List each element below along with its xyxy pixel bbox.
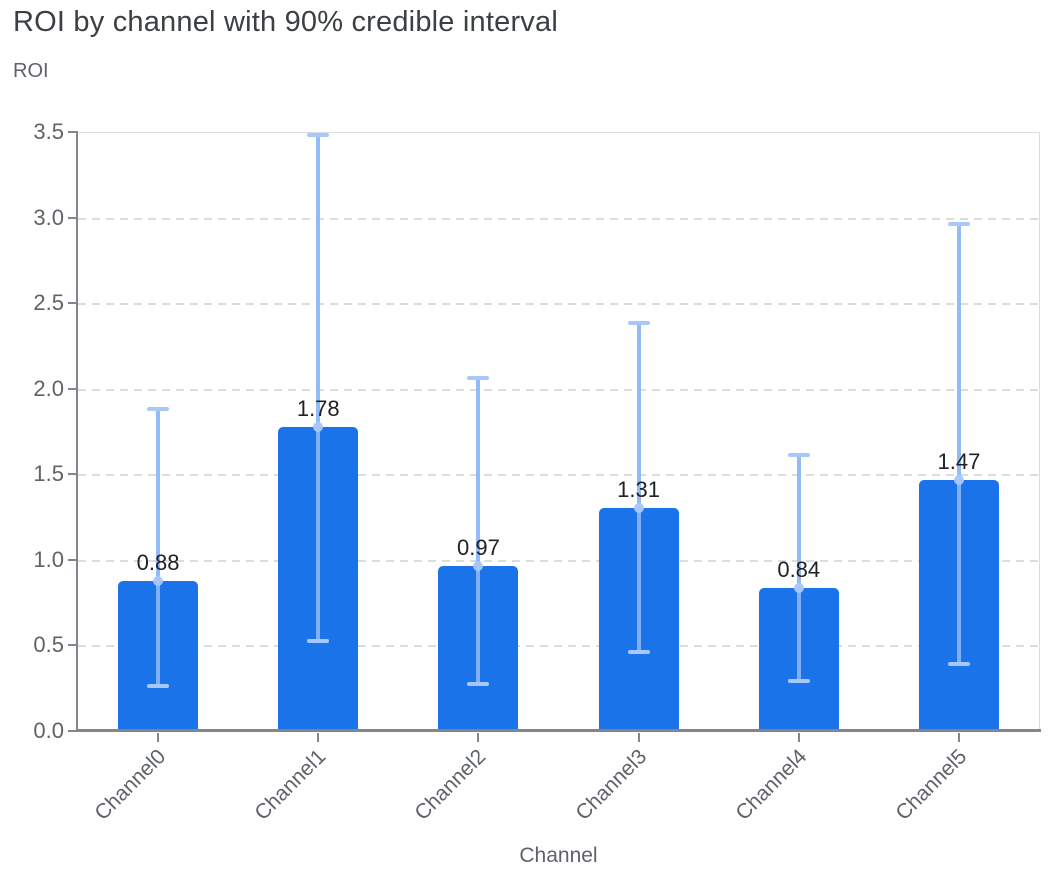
x-tick-mark: [477, 733, 480, 742]
y-tick-mark: [68, 473, 78, 476]
credible-interval-cap-lower: [147, 683, 170, 688]
credible-interval-stem: [956, 223, 961, 664]
x-axis-line: [76, 729, 1041, 732]
credible-interval-cap-lower: [467, 682, 490, 687]
y-tick-mark: [68, 131, 78, 133]
y-tick-mark: [68, 730, 78, 732]
credible-interval-cap-upper: [467, 375, 490, 380]
x-tick-mark: [797, 733, 800, 742]
gridline: [78, 217, 1039, 220]
y-tick-label: 0.5: [33, 632, 64, 658]
credible-interval-stem: [796, 454, 801, 681]
y-axis-line: [76, 132, 78, 732]
y-tick-label: 3.0: [33, 204, 64, 230]
credible-interval-stem: [316, 134, 321, 642]
credible-interval-cap-upper: [307, 132, 330, 137]
mean-dot: [633, 502, 644, 513]
plot-area: 0.88 1.78 0.97 1.31 0.84 1.47: [78, 132, 1040, 732]
y-tick-label: 0.0: [33, 718, 64, 743]
y-tick-mark: [68, 387, 78, 390]
mean-dot: [473, 560, 484, 571]
y-tick-mark: [68, 216, 78, 219]
credible-interval-cap-upper: [947, 221, 970, 226]
mean-dot: [953, 475, 964, 486]
mean-dot: [313, 422, 324, 433]
gridline: [78, 645, 1039, 648]
gridline: [78, 303, 1039, 306]
y-tick-mark: [68, 558, 78, 561]
y-tick-mark: [68, 302, 78, 305]
bar-value-label: 0.88: [136, 550, 180, 576]
mean-dot: [153, 576, 164, 587]
x-tick-mark: [637, 733, 640, 742]
mean-dot: [793, 583, 804, 594]
credible-interval-cap-lower: [627, 649, 650, 654]
credible-interval-cap-lower: [787, 678, 810, 683]
chart-title: ROI by channel with 90% credible interva…: [13, 6, 558, 38]
credible-interval-cap-upper: [787, 452, 810, 457]
gridline: [78, 388, 1039, 391]
bar-value-label: 1.31: [617, 476, 660, 502]
gridline: [78, 474, 1039, 477]
y-tick-label: 1.0: [33, 546, 64, 572]
credible-interval-stem: [476, 377, 481, 685]
y-axis-title: ROI: [13, 60, 49, 82]
bar-value-label: 1.78: [296, 396, 340, 422]
y-tick-label: 3.5: [33, 119, 64, 144]
gridline: [78, 559, 1039, 562]
credible-interval-stem: [156, 408, 161, 686]
bar-value-label: 0.84: [777, 557, 821, 583]
bar-value-label: 0.97: [456, 534, 500, 560]
credible-interval-stem: [636, 322, 641, 652]
x-axis-title: Channel: [519, 844, 598, 867]
y-tick-mark: [68, 644, 78, 647]
roi-bar-chart: 0.88 1.78 0.97 1.31 0.84 1.47 Channel 0.0 0.5 1…: [0, 119, 1048, 886]
credible-interval-cap-upper: [147, 406, 170, 411]
y-tick-label: 2.0: [33, 375, 64, 401]
credible-interval-cap-lower: [307, 639, 330, 644]
x-tick-mark: [157, 733, 160, 742]
y-tick-label: 1.5: [33, 461, 64, 487]
y-tick-label: 2.5: [33, 290, 64, 316]
bar-value-label: 1.47: [937, 449, 981, 475]
credible-interval-cap-upper: [627, 320, 650, 325]
x-tick-mark: [957, 733, 960, 742]
credible-interval-cap-lower: [947, 661, 970, 666]
x-tick-mark: [317, 733, 320, 742]
